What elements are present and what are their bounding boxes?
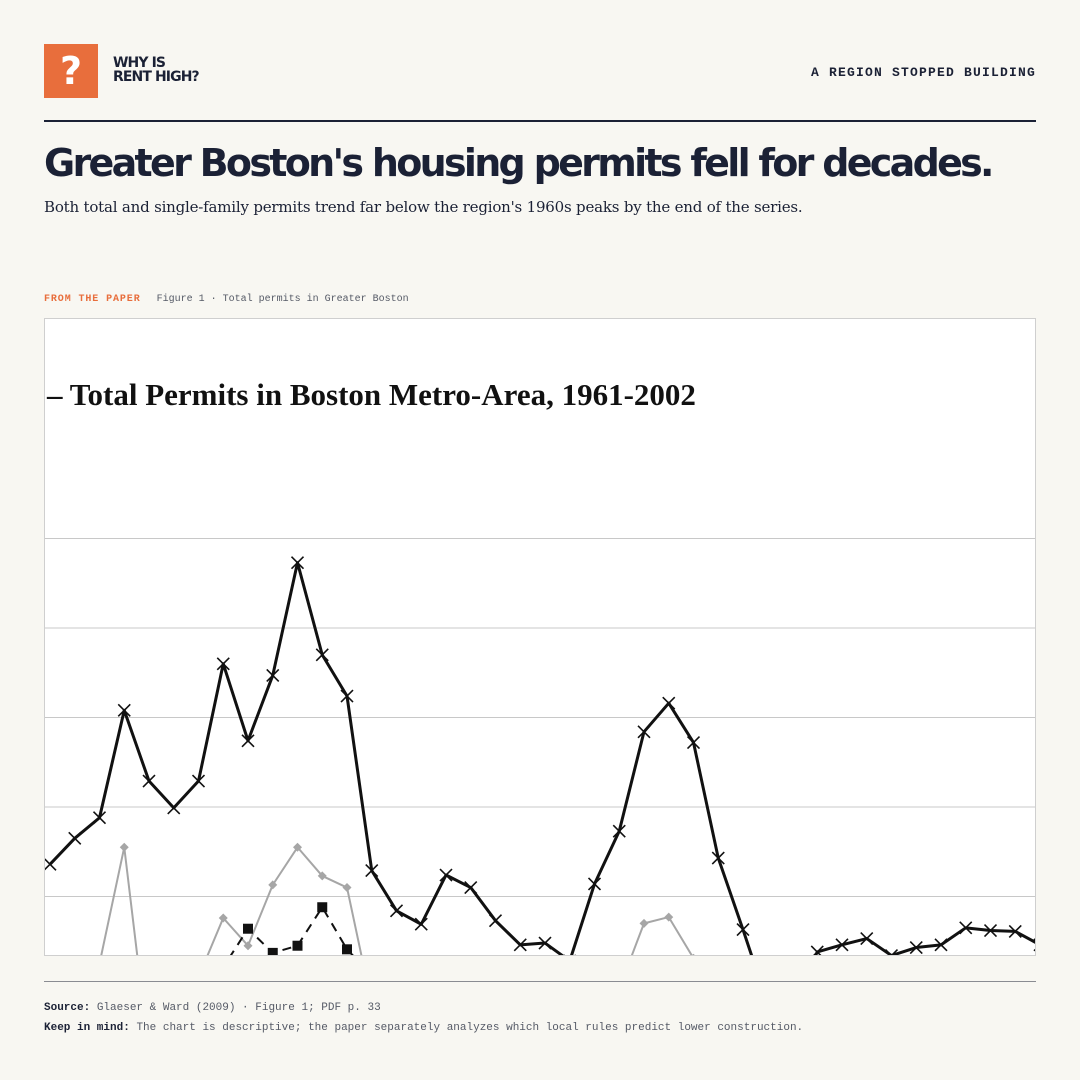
x-marker	[167, 801, 181, 815]
diamond-marker	[243, 941, 253, 951]
diamond-marker	[218, 913, 228, 923]
x-marker	[92, 811, 107, 825]
x-marker	[637, 725, 651, 739]
source-text: Glaeser & Ward (2009) · Figure 1; PDF p.…	[96, 1002, 381, 1014]
section-kicker: A REGION STOPPED BUILDING	[810, 65, 1036, 80]
chart-title: – Total Permits in Boston Metro-Area, 19…	[47, 377, 696, 412]
x-marker	[488, 914, 503, 928]
figure-caption: Figure 1 · Total permits in Greater Bost…	[156, 294, 409, 305]
caveat-note: Keep in mind: The chart is descriptive; …	[44, 1022, 803, 1034]
x-marker	[587, 877, 602, 891]
x-marker	[959, 921, 973, 935]
line-chart	[45, 538, 1035, 956]
x-marker	[117, 703, 131, 717]
figure-label: FROM THE PAPER Figure 1 · Total permits …	[44, 294, 409, 305]
series-line-square	[229, 906, 354, 955]
x-marker	[538, 936, 552, 950]
x-marker	[909, 940, 923, 955]
x-marker	[1008, 924, 1022, 938]
diamond-marker	[119, 842, 129, 852]
x-marker	[68, 831, 82, 845]
x-marker	[340, 689, 354, 703]
series-line-diamond	[100, 846, 139, 955]
source-note: Source: Glaeser & Ward (2009) · Figure 1…	[44, 1002, 381, 1014]
figure-tag: FROM THE PAPER	[44, 294, 141, 305]
x-marker	[216, 657, 230, 671]
x-marker	[365, 863, 379, 878]
x-marker	[612, 824, 626, 838]
diamond-marker	[692, 953, 695, 955]
x-marker	[686, 735, 701, 750]
diamond-marker	[342, 883, 352, 893]
source-label: Source:	[44, 1002, 91, 1014]
top-divider	[44, 120, 1036, 122]
x-marker	[315, 648, 329, 662]
question-mark-icon: ?	[59, 49, 83, 93]
series-line-diamond	[630, 916, 693, 955]
diamond-marker	[664, 912, 674, 922]
page-headline: Greater Boston's housing permits fell fo…	[44, 141, 994, 185]
x-marker	[266, 668, 280, 683]
diamond-marker	[639, 918, 649, 928]
footer-divider	[44, 981, 1036, 982]
square-marker	[267, 947, 278, 955]
x-marker	[439, 868, 453, 882]
x-marker	[513, 938, 527, 952]
square-marker	[292, 940, 303, 951]
x-marker	[464, 880, 478, 895]
square-marker	[317, 902, 328, 913]
x-marker	[414, 917, 428, 931]
x-marker	[711, 851, 725, 865]
caveat-text: The chart is descriptive; the paper sepa…	[136, 1022, 804, 1034]
x-marker	[191, 774, 206, 788]
diamond-marker	[293, 842, 302, 852]
x-marker	[241, 734, 255, 748]
brand-line-2: RENT HIGH?	[113, 69, 200, 85]
x-marker	[563, 954, 576, 955]
square-marker	[243, 923, 253, 934]
x-marker	[934, 938, 948, 952]
x-marker	[983, 923, 998, 938]
x-marker	[810, 945, 824, 955]
caveat-label: Keep in mind:	[44, 1022, 130, 1034]
diamond-marker	[268, 880, 278, 890]
square-marker	[342, 944, 352, 955]
x-marker	[736, 923, 750, 937]
x-marker	[835, 938, 849, 952]
brand-name[interactable]: WHY IS RENT HIGH?	[113, 55, 200, 85]
x-marker	[142, 774, 156, 788]
series-line-diamond	[206, 846, 363, 955]
diamond-marker	[317, 871, 327, 881]
brand-line-1: WHY IS	[113, 55, 166, 71]
page-subhead: Both total and single-family permits tre…	[44, 198, 803, 216]
x-marker	[884, 949, 899, 955]
brand-logo[interactable]: ?	[44, 44, 98, 98]
x-marker	[389, 904, 404, 918]
x-marker	[45, 857, 57, 871]
chart-figure: – Total Permits in Boston Metro-Area, 19…	[44, 318, 1036, 956]
x-marker	[662, 696, 676, 710]
square-marker	[169, 955, 179, 956]
x-marker	[860, 931, 874, 946]
x-marker	[290, 556, 305, 570]
